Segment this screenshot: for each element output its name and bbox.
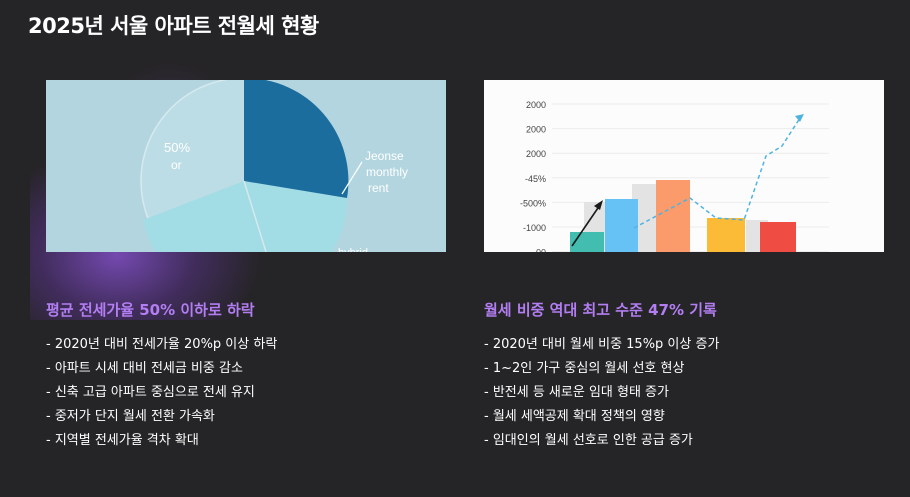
y-tick-label: -500%	[520, 198, 546, 208]
y-tick-label: -1000	[523, 223, 546, 233]
left-bullet-list: - 2020년 대비 전세가율 20%p 이상 하락 - 아파트 시세 대비 전…	[46, 333, 277, 453]
pie-label-hybrid: hybrid	[338, 247, 368, 252]
black-arrow-line	[571, 204, 601, 247]
pie-label-jeonse: Jeonse	[365, 149, 404, 163]
bar-chart-image: 2000 2000 2000 -45% -500% -1000 -00	[484, 80, 884, 252]
list-item: - 지역별 전세가율 격차 확대	[46, 433, 199, 448]
pie-slice-light-left	[143, 181, 244, 252]
list-item: - 신축 고급 아파트 중심으로 전세 유지	[46, 385, 255, 400]
y-tick-label: 2000	[526, 125, 546, 135]
pie-label-monthly: monthly	[366, 165, 408, 179]
list-item: - 아파트 시세 대비 전세금 비중 감소	[46, 361, 243, 376]
pie-slice-dark	[244, 80, 349, 198]
y-tick-label: -00	[533, 248, 546, 252]
pie-chart-image: 50% or Jeonse monthly rent hybrid	[46, 80, 446, 252]
callout-leader	[341, 161, 363, 195]
pie-label-percent: 50%	[164, 140, 190, 155]
right-section-heading: 월세 비중 역대 최고 수준 47% 기록	[484, 301, 717, 319]
slide-title: 2025년 서울 아파트 전월세 현황	[28, 14, 319, 38]
list-item: - 중저가 단지 월세 전환 가속화	[46, 409, 215, 424]
list-item: - 2020년 대비 월세 비중 15%p 이상 증가	[484, 337, 720, 352]
list-item: - 반전세 등 새로운 임대 형태 증가	[484, 385, 669, 400]
y-tick-label: -45%	[525, 174, 546, 184]
pie-label-rent: rent	[368, 181, 389, 195]
left-section-heading: 평균 전세가율 50% 이하로 하락	[46, 301, 255, 319]
right-bullet-list: - 2020년 대비 월세 비중 15%p 이상 증가 - 1~2인 가구 중심…	[484, 333, 719, 453]
list-item: - 1~2인 가구 중심의 월세 선호 현상	[484, 361, 685, 376]
dashed-trend-line	[633, 117, 801, 229]
black-arrowhead	[594, 200, 603, 210]
y-tick-label: 2000	[526, 100, 546, 110]
list-item: - 2020년 대비 전세가율 20%p 이상 하락	[46, 337, 278, 352]
pie-slice-light	[156, 181, 348, 252]
bar-red	[760, 222, 796, 252]
bar-yellow	[707, 218, 745, 252]
pie-separator	[243, 180, 267, 252]
list-item: - 월세 세액공제 확대 정책의 영향	[484, 409, 665, 424]
bar-orange	[656, 180, 690, 252]
bar-blue	[605, 199, 638, 252]
y-tick-label: 2000	[526, 149, 546, 159]
trend-arrowhead	[795, 114, 804, 122]
list-item: - 임대인의 월세 선호로 인한 공급 증가	[484, 433, 693, 448]
pie-label-or: or	[171, 158, 182, 172]
